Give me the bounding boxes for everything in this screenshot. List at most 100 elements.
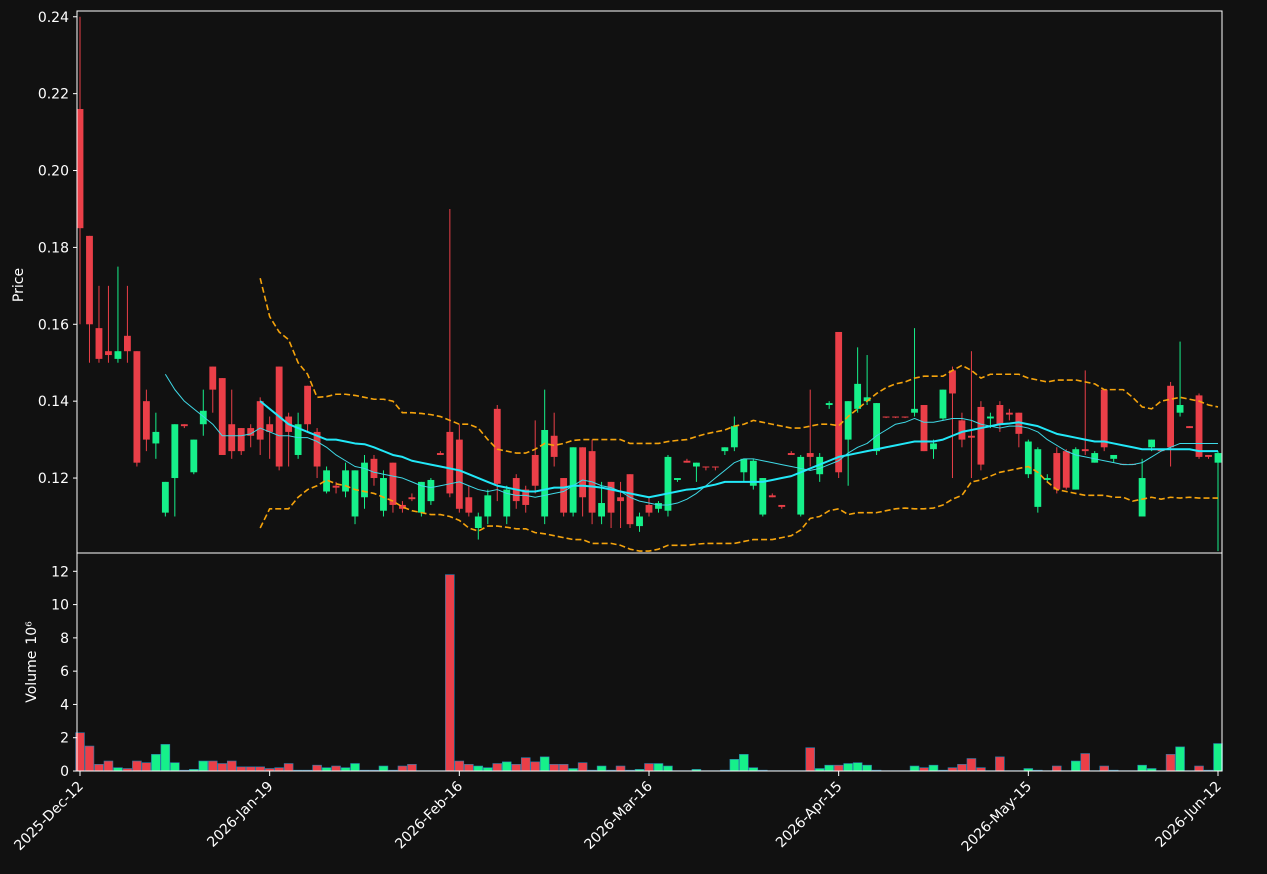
volume-bar xyxy=(473,765,484,772)
candle-body xyxy=(702,466,710,468)
x-tick-label: 2026-May-15 xyxy=(959,779,1036,856)
candle-body xyxy=(645,504,653,513)
frame-layer xyxy=(73,10,1223,776)
candle-body xyxy=(417,481,425,513)
y-tick-label: 0.14 xyxy=(38,394,69,410)
volume-bar xyxy=(833,764,844,772)
volume-tick-label: 12 xyxy=(51,564,69,580)
candle-body xyxy=(1072,449,1080,490)
candle-body xyxy=(1024,441,1032,475)
candle-body xyxy=(1186,426,1193,429)
volume-bar xyxy=(84,745,95,772)
volume-bar xyxy=(454,760,465,772)
volume-bar xyxy=(226,760,237,772)
candle-body xyxy=(228,424,236,452)
candle-body xyxy=(958,420,966,440)
candle-body xyxy=(617,497,624,502)
candle-body xyxy=(1100,389,1108,448)
candle-body xyxy=(455,439,463,509)
candle-body xyxy=(797,456,805,515)
candle-body xyxy=(294,424,302,455)
volume-bar xyxy=(995,756,1005,772)
candle-body xyxy=(114,351,122,359)
candle-body xyxy=(1034,449,1042,507)
candle-body xyxy=(86,235,93,325)
candle-body xyxy=(304,385,312,425)
y-tick-label: 0.12 xyxy=(38,471,69,487)
volume-bar xyxy=(492,763,503,772)
volume-bar xyxy=(1137,764,1147,772)
volume-bar xyxy=(663,765,673,772)
volume-bar xyxy=(331,765,341,772)
candle-body xyxy=(674,478,681,480)
volume-bar xyxy=(103,760,114,772)
volume-tick-label: 4 xyxy=(60,697,69,713)
volume-bar xyxy=(520,757,531,772)
volume-tick-label: 8 xyxy=(60,631,69,647)
x-tick-label: 2026-Apr-15 xyxy=(773,779,846,852)
x-tick-label: 2026-Jan-19 xyxy=(204,779,276,851)
candle-body xyxy=(503,489,511,517)
volume-bar xyxy=(151,754,161,772)
volume-bar xyxy=(824,764,834,772)
candle-body xyxy=(835,331,843,473)
candle-body xyxy=(1043,478,1051,480)
candle-body xyxy=(986,416,994,419)
candle-body xyxy=(370,458,378,479)
candle-body xyxy=(180,424,188,427)
volume-bar xyxy=(1080,753,1090,772)
candle-body xyxy=(76,109,84,229)
volume-bar xyxy=(644,763,654,772)
y-tick-label: 0.16 xyxy=(38,317,69,333)
candle-body xyxy=(626,474,634,525)
volume-bar xyxy=(217,763,228,772)
volume-bar xyxy=(141,762,152,772)
volume-bar xyxy=(1213,743,1223,772)
volume-bar xyxy=(852,762,863,772)
volume-bar xyxy=(957,764,967,772)
y-tick-label: 0.22 xyxy=(38,87,69,103)
candle-body xyxy=(892,416,899,418)
volume-bar xyxy=(170,762,180,772)
candle-body xyxy=(361,462,368,498)
candle-body xyxy=(1062,451,1070,488)
candle-body xyxy=(721,447,729,452)
volume-label: Volume xyxy=(24,651,40,703)
volume-bar xyxy=(255,766,265,772)
candle-body xyxy=(105,351,112,356)
x-tick-label: 2026-Feb-16 xyxy=(392,778,466,852)
volume-bar xyxy=(236,766,246,772)
candle-body xyxy=(1195,395,1203,457)
candle-body xyxy=(569,447,577,513)
candle-body xyxy=(484,495,492,517)
moving-average-line xyxy=(259,400,1218,499)
volume-bar xyxy=(615,765,626,772)
volume-bar xyxy=(94,764,104,772)
candle-body xyxy=(161,481,169,513)
volume-frame xyxy=(76,552,1223,772)
candle-body xyxy=(142,401,150,440)
candle-body xyxy=(778,504,786,507)
candle-body xyxy=(1214,453,1222,463)
candle-body xyxy=(237,428,245,452)
candle-body xyxy=(408,497,416,500)
volume-bar xyxy=(1175,746,1185,772)
candle-body xyxy=(474,516,482,529)
candle-body xyxy=(1053,453,1061,490)
volume-bar xyxy=(312,764,322,772)
volume-bar xyxy=(132,760,142,772)
candle-body xyxy=(124,335,131,352)
candle-body xyxy=(939,389,947,419)
candle-body xyxy=(711,466,719,468)
candle-body xyxy=(977,406,985,465)
candle-body xyxy=(531,454,539,486)
candle-body xyxy=(313,431,321,467)
candle-body xyxy=(389,462,397,505)
candle-body xyxy=(446,431,454,494)
volume-axis-label: Volume 10⁶ xyxy=(24,621,40,703)
candle-body xyxy=(247,428,255,436)
volume-bar xyxy=(928,764,939,772)
candle-body xyxy=(95,328,103,359)
candle-body xyxy=(607,481,615,513)
candle-body xyxy=(1167,385,1174,448)
